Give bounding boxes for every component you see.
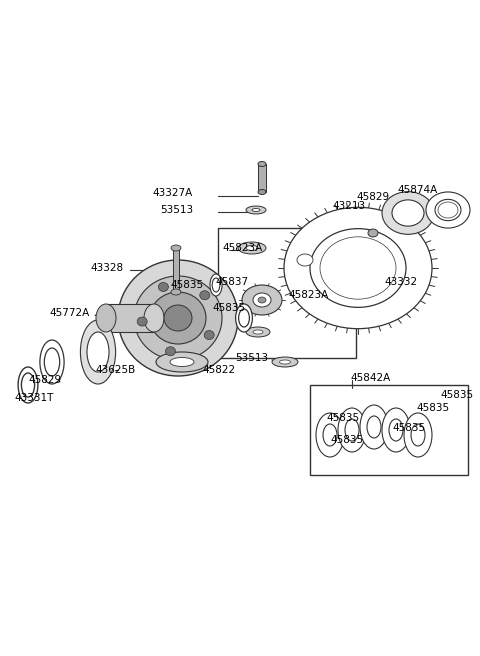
Text: 45835: 45835 bbox=[171, 280, 204, 290]
Text: 43625B: 43625B bbox=[96, 365, 136, 375]
Ellipse shape bbox=[272, 357, 298, 367]
Text: 45822: 45822 bbox=[202, 365, 235, 375]
Ellipse shape bbox=[81, 320, 116, 384]
Text: 45835: 45835 bbox=[416, 403, 449, 413]
Text: 45835: 45835 bbox=[212, 303, 245, 313]
Ellipse shape bbox=[320, 237, 396, 299]
Ellipse shape bbox=[338, 408, 366, 452]
Ellipse shape bbox=[150, 292, 206, 344]
Ellipse shape bbox=[137, 317, 147, 326]
Bar bbox=[106, 304, 154, 332]
Ellipse shape bbox=[438, 202, 458, 218]
Ellipse shape bbox=[210, 274, 222, 296]
Ellipse shape bbox=[246, 245, 258, 251]
Text: 43332: 43332 bbox=[384, 277, 417, 287]
Ellipse shape bbox=[171, 245, 181, 251]
Text: 45835: 45835 bbox=[330, 435, 363, 445]
Ellipse shape bbox=[435, 199, 461, 220]
Text: 45829: 45829 bbox=[357, 192, 390, 202]
Ellipse shape bbox=[144, 304, 164, 332]
Ellipse shape bbox=[368, 229, 378, 237]
Ellipse shape bbox=[118, 260, 238, 376]
Text: 45835: 45835 bbox=[326, 413, 359, 423]
Text: 45835: 45835 bbox=[392, 423, 425, 433]
Text: 45874A: 45874A bbox=[398, 185, 438, 195]
Ellipse shape bbox=[367, 416, 381, 438]
Ellipse shape bbox=[389, 419, 403, 441]
Ellipse shape bbox=[164, 305, 192, 331]
Ellipse shape bbox=[96, 304, 116, 332]
Ellipse shape bbox=[310, 229, 406, 308]
Text: 43213: 43213 bbox=[333, 201, 366, 211]
Ellipse shape bbox=[360, 405, 388, 449]
Ellipse shape bbox=[200, 291, 210, 300]
Ellipse shape bbox=[345, 419, 359, 441]
Text: 45772A: 45772A bbox=[50, 308, 90, 318]
Ellipse shape bbox=[242, 285, 282, 315]
Ellipse shape bbox=[287, 246, 323, 274]
Ellipse shape bbox=[258, 161, 266, 167]
Text: 45842A: 45842A bbox=[350, 373, 390, 383]
Ellipse shape bbox=[297, 254, 313, 266]
Ellipse shape bbox=[404, 413, 432, 457]
Ellipse shape bbox=[252, 209, 260, 211]
Ellipse shape bbox=[87, 332, 109, 372]
Ellipse shape bbox=[166, 347, 176, 356]
Ellipse shape bbox=[279, 360, 290, 364]
Bar bbox=[258, 164, 266, 192]
Ellipse shape bbox=[156, 352, 208, 372]
Bar bbox=[173, 248, 179, 292]
Bar bbox=[218, 228, 356, 358]
Ellipse shape bbox=[246, 327, 270, 337]
Ellipse shape bbox=[236, 304, 252, 332]
Ellipse shape bbox=[134, 276, 222, 360]
Ellipse shape bbox=[426, 192, 470, 228]
Text: 45823A: 45823A bbox=[222, 243, 262, 253]
Ellipse shape bbox=[212, 278, 220, 292]
Ellipse shape bbox=[382, 192, 434, 234]
Ellipse shape bbox=[258, 297, 266, 303]
Ellipse shape bbox=[411, 424, 425, 446]
Ellipse shape bbox=[40, 340, 64, 384]
Ellipse shape bbox=[22, 373, 35, 397]
Text: 43327A: 43327A bbox=[153, 188, 193, 198]
Ellipse shape bbox=[246, 206, 266, 214]
Ellipse shape bbox=[392, 200, 424, 226]
Ellipse shape bbox=[284, 207, 432, 329]
Text: 43328: 43328 bbox=[91, 263, 124, 273]
Ellipse shape bbox=[316, 413, 344, 457]
Ellipse shape bbox=[44, 348, 60, 376]
Bar bbox=[310, 385, 468, 475]
Ellipse shape bbox=[238, 242, 266, 254]
Text: 43331T: 43331T bbox=[14, 393, 53, 403]
Ellipse shape bbox=[239, 309, 250, 327]
Ellipse shape bbox=[158, 283, 168, 291]
Ellipse shape bbox=[258, 190, 266, 194]
Ellipse shape bbox=[253, 330, 263, 334]
Ellipse shape bbox=[253, 293, 271, 307]
Ellipse shape bbox=[382, 408, 410, 452]
Ellipse shape bbox=[18, 367, 38, 403]
Ellipse shape bbox=[204, 331, 214, 340]
Text: 45835: 45835 bbox=[440, 390, 473, 400]
Ellipse shape bbox=[171, 289, 181, 295]
Text: 45829: 45829 bbox=[29, 375, 62, 385]
Text: 45823A: 45823A bbox=[288, 290, 328, 300]
Ellipse shape bbox=[170, 358, 194, 367]
Text: 45837: 45837 bbox=[215, 277, 248, 287]
Text: 53513: 53513 bbox=[235, 353, 268, 363]
Text: 53513: 53513 bbox=[160, 205, 193, 215]
Ellipse shape bbox=[323, 424, 337, 446]
